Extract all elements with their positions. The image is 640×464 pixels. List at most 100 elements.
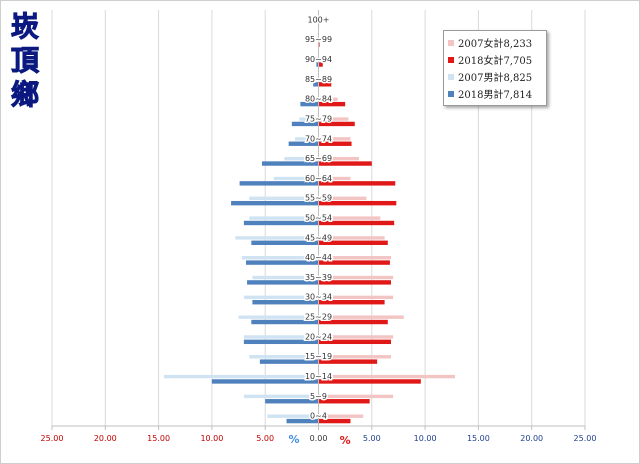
bar-mark	[251, 240, 319, 245]
left-unit-label: %	[288, 433, 299, 446]
side-title-char: 鄉	[10, 78, 39, 112]
legend-label: 2018女計7,705	[458, 56, 533, 67]
bar-mark	[231, 200, 319, 206]
right-unit-label: %	[340, 434, 351, 447]
bar-mark	[318, 256, 391, 260]
category-label: 15~19	[305, 352, 332, 361]
bar-mark	[241, 256, 319, 260]
category-label: 55~59	[305, 194, 332, 203]
bar-mark	[318, 57, 322, 62]
category-label: 20~24	[305, 332, 332, 341]
legend-item: 2007女計8,233	[448, 34, 542, 51]
bar-mark	[318, 236, 385, 240]
bar-mark	[318, 77, 328, 82]
axes	[51, 10, 586, 430]
legend-swatch	[448, 73, 454, 80]
bar-mark	[239, 181, 319, 186]
bar-mark	[318, 101, 346, 107]
x-tick-label: 10.00	[200, 434, 223, 443]
category-label: 85~89	[305, 75, 332, 84]
bar-mark	[318, 300, 385, 305]
legend: 2007女計8,233 2018女計7,705 2007男計8,825 2018…	[443, 30, 547, 106]
bar-mark	[318, 374, 455, 379]
x-tick-label: 25.00	[41, 434, 64, 443]
bar-mark	[288, 141, 319, 146]
category-label: 80~84	[305, 95, 332, 104]
bar-marks	[163, 22, 455, 424]
bar-mark	[252, 300, 319, 305]
bar-mark	[243, 295, 319, 300]
x-tick-label: 20.00	[94, 434, 117, 443]
bar-mark	[318, 216, 381, 220]
bar-mark	[318, 260, 390, 265]
category-label: 95~99	[305, 35, 332, 44]
bar-mark	[318, 335, 394, 339]
bar-mark	[318, 117, 349, 121]
bar-mark	[318, 200, 397, 206]
bar-mark	[318, 161, 372, 166]
bar-mark	[318, 394, 394, 399]
bar-mark	[318, 137, 351, 141]
bar-mark	[243, 220, 319, 226]
bar-mark	[318, 315, 404, 319]
category-label: 65~69	[305, 154, 332, 163]
category-label: 60~64	[305, 174, 332, 183]
bar-mark	[246, 260, 319, 265]
bar-mark	[318, 275, 394, 280]
bar-mark	[317, 57, 319, 62]
bar-mark	[163, 374, 319, 379]
legend-label: 2007男計8,825	[458, 73, 533, 84]
bar-mark	[318, 418, 351, 424]
x-tick-label: 25.00	[574, 434, 597, 443]
bar-mark	[309, 97, 319, 101]
bar-mark	[318, 181, 396, 186]
bar-mark	[249, 196, 319, 201]
bar-mark	[315, 77, 319, 82]
bar-mark	[243, 335, 319, 339]
bar-mark	[291, 121, 319, 127]
legend-label: 2018男計7,814	[458, 90, 533, 101]
bar-mark	[318, 379, 421, 384]
category-label: 90~94	[305, 55, 332, 64]
bar-mark	[243, 339, 319, 345]
category-label: 10~14	[305, 372, 332, 381]
side-title-char: 頂	[10, 44, 39, 78]
category-label: 50~54	[305, 214, 332, 223]
bar-mark	[318, 196, 367, 201]
x-tick-label: 5.00	[256, 434, 274, 443]
bar-mark	[284, 156, 319, 161]
bar-mark	[318, 280, 391, 285]
bar-mark	[318, 82, 332, 87]
bar-mark	[249, 216, 319, 220]
bar-mark	[318, 176, 351, 181]
legend-swatch	[448, 56, 454, 63]
side-title-char: 崁	[10, 10, 39, 44]
category-label: 70~74	[305, 134, 332, 143]
category-label: 75~79	[305, 114, 332, 123]
x-tick-label: 10.00	[414, 434, 437, 443]
category-labels: 100+ 95~99 90~94 85~89 80~84 75~79 70~74 65~69 6…	[303, 14, 333, 422]
bar-mark	[318, 220, 395, 226]
legend-label: 2007女計8,233	[458, 39, 533, 50]
legend-item: 2018男計7,814	[448, 85, 542, 102]
bar-mark	[318, 141, 352, 146]
bar-mark	[318, 42, 320, 47]
bar-mark	[318, 240, 388, 245]
bar-mark	[252, 275, 319, 280]
legend-item: 2018女計7,705	[448, 51, 542, 68]
bar-mark	[318, 121, 355, 127]
category-label: 0~4	[310, 412, 327, 421]
bar-mark	[318, 319, 388, 325]
bar-mark	[318, 339, 391, 345]
bar-mark	[286, 418, 319, 424]
category-label: 25~29	[305, 313, 332, 322]
bar-mark	[318, 414, 364, 418]
bar-mark	[318, 97, 338, 101]
bar-mark	[318, 62, 323, 67]
legend-item: 2007男計8,825	[448, 68, 542, 85]
bar-mark	[211, 379, 319, 384]
side-title: 崁 頂 鄉	[8, 10, 42, 112]
bar-mark	[300, 101, 319, 107]
x-tick-label: 20.00	[520, 434, 543, 443]
bar-mark	[318, 359, 378, 364]
